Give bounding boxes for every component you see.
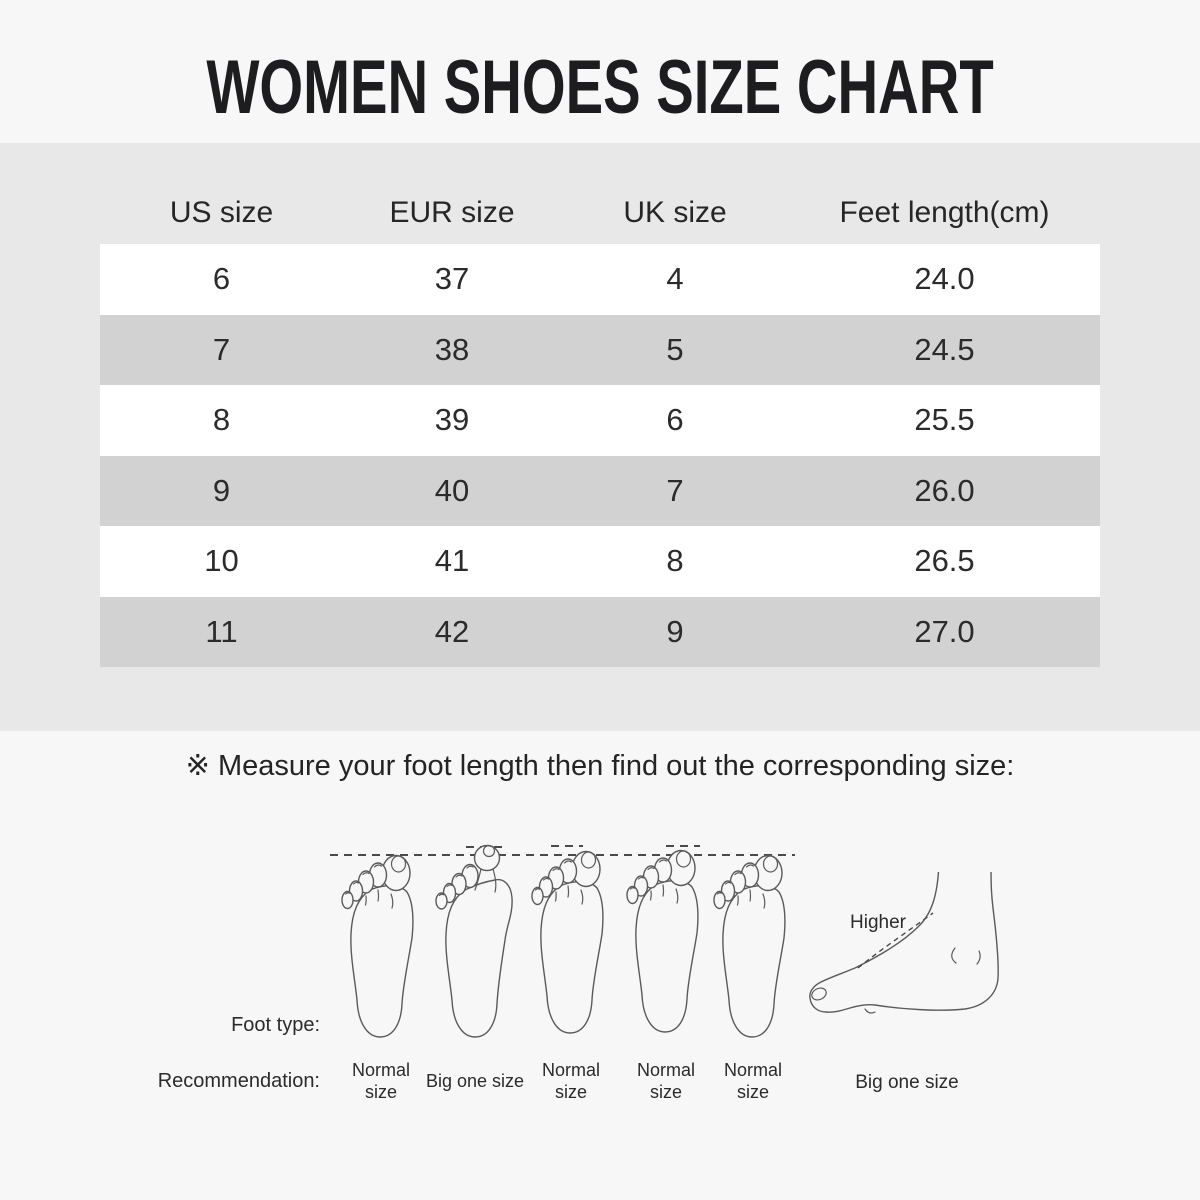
toe-overflow-dash [666,845,700,847]
recommendation-value: Big one size [855,1072,959,1093]
cell-cm: 24.0 [914,261,975,296]
cell-us: 8 [212,402,231,437]
foot-type-label: Foot type: [231,1014,320,1036]
measure-baseline [330,854,795,856]
recommendation-value: Normal size [723,1060,782,1102]
foot-top-bunion-icon [435,844,513,1038]
toe-overflow-dash [551,845,583,847]
cell-cm: 26.5 [914,543,975,578]
foot-side-high-instep-icon [809,872,999,1014]
table-row: 8 39 6 25.5 [100,385,1100,456]
recommendation-value: Normal size [636,1060,695,1102]
cell-eur: 40 [434,472,470,508]
cell-uk: 8 [666,543,684,578]
header-eur-size: EUR size [389,196,515,229]
cell-eur: 42 [434,613,470,649]
cell-eur: 37 [434,261,470,296]
cell-us: 11 [205,613,238,649]
header-feet-length: Feet length(cm) [839,196,1050,229]
size-table: 6 37 4 24.0 7 38 5 24.5 8 39 6 25.5 9 40… [100,244,1100,667]
recommendation-value: Normal size [351,1060,410,1102]
table-row: 9 40 7 26.0 [100,455,1100,526]
recommendation-value: Big one size [425,1071,525,1091]
cell-cm: 26.0 [914,472,975,508]
table-header-row: US size EUR size UK size Feet length(cm) [100,183,1100,243]
foot-top-normal-icon [341,854,414,1038]
cell-uk: 9 [666,613,684,649]
cell-us: 7 [212,331,231,367]
recommendation-value: Normal size [541,1060,600,1102]
cell-uk: 4 [666,261,684,296]
cell-eur: 38 [434,331,470,367]
recommendation-label: Recommendation: [157,1070,320,1092]
foot-top-long-toe-icon [626,849,699,1033]
cell-eur: 39 [434,402,470,437]
table-row: 11 42 9 27.0 [100,596,1100,667]
table-row: 7 38 5 24.5 [100,314,1100,385]
cell-us: 6 [212,261,231,296]
title-bar: WOMEN SHOES SIZE CHART [0,50,1200,126]
table-row: 10 41 8 26.5 [100,526,1100,597]
header-us-size: US size [169,196,274,229]
cell-cm: 25.5 [914,402,975,437]
cell-cm: 24.5 [914,331,975,367]
measure-note: ※ Measure your foot length then find out… [185,750,1015,782]
size-table-section: US size EUR size UK size Feet length(cm)… [0,143,1200,731]
cell-eur: 41 [434,543,470,578]
cell-us: 9 [212,472,231,508]
cell-uk: 7 [666,472,684,508]
higher-label: Higher [850,912,906,933]
page-title: WOMEN SHOES SIZE CHART [206,45,994,130]
header-uk-size: UK size [623,196,727,229]
cell-uk: 6 [666,402,684,437]
cell-cm: 27.0 [914,613,975,649]
foot-top-normal-icon [713,854,786,1038]
cell-us: 10 [204,543,239,578]
cell-uk: 5 [666,331,684,367]
foot-top-long-toe-icon [531,850,604,1034]
table-row: 6 37 4 24.0 [100,244,1100,315]
